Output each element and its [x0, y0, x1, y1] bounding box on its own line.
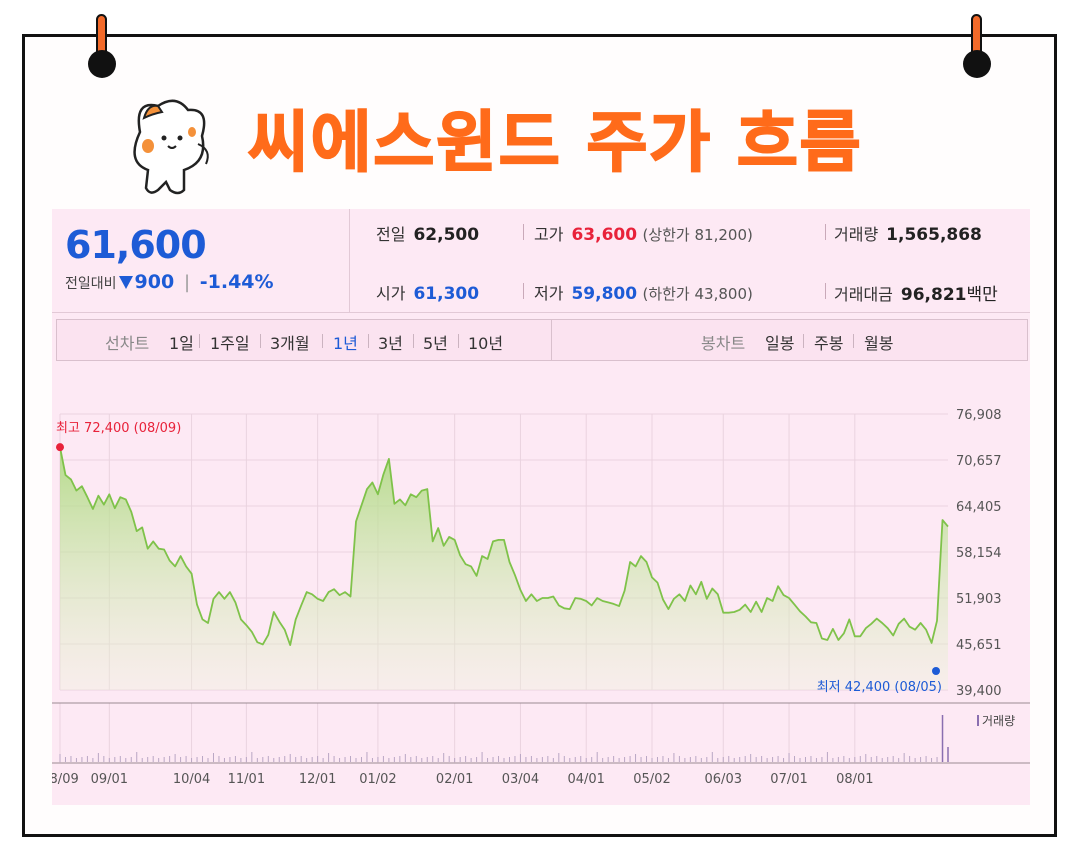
x-tick-label: 05/02	[633, 772, 670, 787]
min-marker	[932, 667, 940, 675]
x-tick-label: 11/01	[228, 772, 265, 787]
volume: 거래량 1,565,868	[834, 225, 982, 245]
down-triangle-icon	[118, 276, 133, 289]
volume-legend-swatch	[977, 715, 979, 726]
pin-left-icon	[88, 14, 116, 78]
tab-weekly[interactable]: 주봉	[814, 334, 844, 353]
tab-1d[interactable]: 1일	[169, 334, 194, 353]
x-tick-label: 06/03	[705, 772, 742, 787]
y-tick-label: 45,651	[956, 638, 1002, 653]
tab-5y[interactable]: 5년	[423, 334, 448, 353]
change-label: 전일대비	[65, 276, 117, 292]
y-tick-label: 58,154	[956, 546, 1002, 561]
price-line	[59, 447, 949, 646]
x-tick-label: 08/09	[52, 772, 79, 787]
min-label: 최저 42,400 (08/05)	[817, 680, 942, 695]
pin-right-icon	[963, 14, 991, 78]
current-price: 61,600	[65, 223, 207, 267]
quote-summary: 61,600 전일대비 900 | -1.44%	[52, 209, 350, 313]
tab-1w[interactable]: 1주일	[210, 334, 250, 353]
chart-tabs: 선차트 1일 1주일 3개월 1년 3년 5년 10년 봉차트 일봉 주봉 월봉	[56, 319, 1028, 361]
change-percent: -1.44%	[199, 271, 274, 293]
x-tick-label: 04/01	[567, 772, 604, 787]
tab-3m[interactable]: 3개월	[270, 334, 310, 353]
candle-chart-label: 봉차트	[701, 334, 746, 353]
x-tick-label: 09/01	[91, 772, 128, 787]
y-tick-label: 70,657	[956, 454, 1002, 469]
tab-daily[interactable]: 일봉	[765, 334, 795, 353]
x-tick-label: 01/02	[359, 772, 396, 787]
change-row: 전일대비 900 | -1.44%	[65, 271, 274, 293]
y-tick-label: 39,400	[956, 684, 1002, 699]
line-chart-label: 선차트	[105, 334, 150, 353]
max-marker	[56, 443, 64, 452]
x-tick-label: 10/04	[173, 772, 210, 787]
page-title: 씨에스윈드 주가 흐름	[247, 103, 863, 182]
price-chart: 76,908 70,657 64,405 58,154 51,903 45,651 39,4…	[52, 408, 1030, 787]
x-tick-label: 02/01	[436, 772, 473, 787]
prev-close: 전일 62,500	[376, 225, 480, 245]
tab-1y[interactable]: 1년	[333, 334, 358, 353]
x-tick-label: 03/04	[502, 772, 539, 787]
tab-monthly[interactable]: 월봉	[864, 334, 894, 353]
y-tick-label: 51,903	[956, 592, 1002, 607]
stock-panel: 61,600 전일대비 900 | -1.44% 전일 62,500 고가 63,60…	[52, 209, 1030, 805]
cat-mascot-icon	[133, 99, 209, 195]
x-tick-label: 08/01	[836, 772, 873, 787]
day-high: 고가 63,600 (상한가 81,200)	[534, 225, 753, 245]
y-tick-label: 76,908	[956, 408, 1002, 423]
volume-legend-label: 거래량	[982, 714, 1015, 728]
price-area	[60, 447, 948, 690]
max-label: 최고 72,400 (08/09)	[56, 421, 181, 436]
day-low: 저가 59,800 (하한가 43,800)	[534, 284, 753, 304]
open-price: 시가 61,300	[376, 284, 480, 304]
quote-details: 전일 62,500 고가 63,600 (상한가 81,200) 거래량 1,565,…	[350, 209, 1030, 313]
trade-amount: 거래대금 96,821백만	[834, 285, 998, 305]
tab-3y[interactable]: 3년	[378, 334, 403, 353]
y-tick-label: 64,405	[956, 500, 1002, 515]
change-value: 900	[134, 271, 175, 293]
x-tick-label: 12/01	[299, 772, 336, 787]
x-tick-label: 07/01	[770, 772, 807, 787]
tab-10y[interactable]: 10년	[468, 334, 504, 353]
